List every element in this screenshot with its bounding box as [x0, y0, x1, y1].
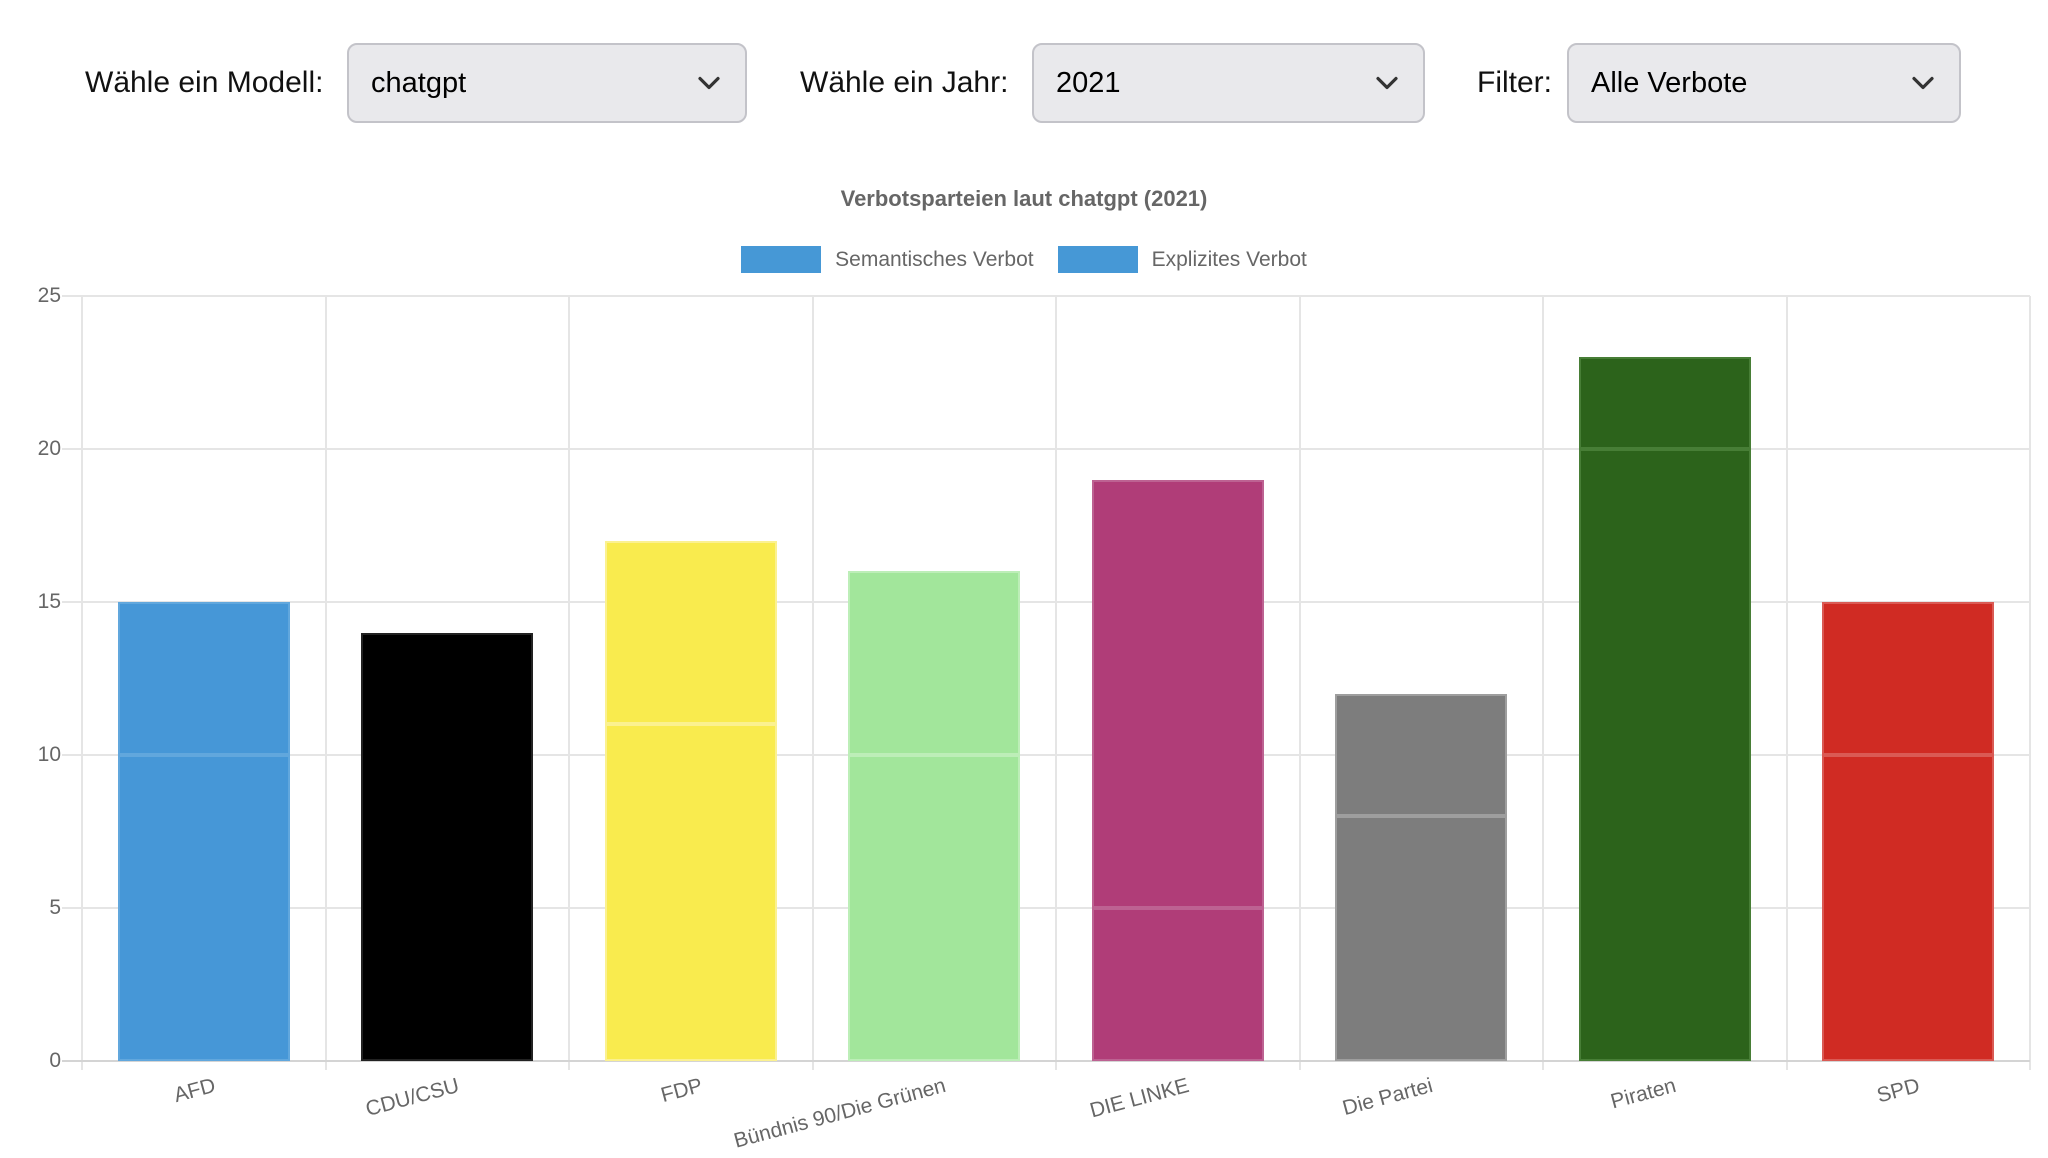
legend-item-explizites-verbot[interactable]: Explizites Verbot — [1057, 246, 1307, 273]
year-select-value: 2021 — [1056, 66, 1121, 99]
bar-piraten-semantisches-verbot[interactable] — [1578, 449, 1751, 1061]
year-select-label: Wähle ein Jahr: — [800, 66, 1009, 99]
bar-spd-semantisches-verbot[interactable] — [1822, 755, 1995, 1061]
legend-label: Semantisches Verbot — [835, 247, 1034, 271]
gridline-vertical — [1785, 296, 1788, 1070]
model-select-label: Wähle ein Modell: — [85, 66, 324, 99]
legend-swatch — [1057, 246, 1138, 273]
y-tick-label: 20 — [37, 437, 61, 460]
legend-label: Explizites Verbot — [1151, 247, 1307, 271]
y-tick-label: 10 — [37, 743, 61, 766]
bar-die-linke-semantisches-verbot[interactable] — [1091, 908, 1264, 1061]
bar-afd-semantisches-verbot[interactable] — [117, 755, 290, 1061]
year-select[interactable]: 2021 — [1032, 43, 1425, 123]
model-select-value: chatgpt — [371, 66, 467, 99]
gridline-vertical — [81, 296, 83, 1070]
filter-select-label: Filter: — [1477, 66, 1552, 99]
x-tick-label: AFD — [171, 1074, 218, 1108]
gridline-vertical — [1542, 296, 1544, 1070]
bar-b-ndnis-90-die-gr-nen-explizites-verbot[interactable] — [848, 571, 1021, 755]
model-select[interactable]: chatgpt — [347, 43, 747, 123]
x-tick-label: FDP — [658, 1074, 705, 1108]
chart-title: Verbotsparteien laut chatgpt (2021) — [840, 186, 1208, 211]
chart-legend: Semantisches Verbot Explizites Verbot — [0, 246, 2048, 273]
bar-fdp-explizites-verbot[interactable] — [604, 540, 777, 725]
y-tick-label: 25 — [37, 284, 61, 307]
x-axis-line — [62, 1060, 2030, 1062]
bar-cdu-csu-semantisches-verbot[interactable] — [361, 632, 534, 1061]
filter-select-value: Alle Verbote — [1591, 66, 1748, 99]
chevron-down-icon — [1912, 76, 1934, 89]
bar-afd-explizites-verbot[interactable] — [117, 602, 290, 755]
x-tick-label: DIE LINKE — [1087, 1074, 1192, 1123]
y-tick-label: 5 — [49, 896, 61, 919]
x-tick-label: Piraten — [1608, 1074, 1679, 1114]
gridline-horizontal — [62, 754, 2030, 756]
legend-swatch — [741, 246, 822, 273]
gridline-horizontal — [62, 295, 2030, 297]
gridline-vertical — [811, 296, 814, 1070]
bar-fdp-semantisches-verbot[interactable] — [604, 724, 777, 1061]
gridline-horizontal — [62, 907, 2030, 909]
gridline-vertical — [568, 296, 570, 1070]
chevron-down-icon — [1376, 76, 1398, 89]
gridline-vertical — [324, 296, 327, 1070]
gridline-horizontal — [62, 448, 2030, 450]
chevron-down-icon — [698, 76, 720, 89]
bar-die-partei-explizites-verbot[interactable] — [1335, 693, 1508, 817]
x-tick-label: Die Partei — [1340, 1074, 1436, 1121]
gridline-vertical — [1298, 296, 1301, 1070]
bar-b-ndnis-90-die-gr-nen-semantisches-verbot[interactable] — [848, 755, 1021, 1061]
gridline-vertical — [1055, 296, 1057, 1070]
legend-item-semantisches-verbot[interactable]: Semantisches Verbot — [741, 246, 1034, 273]
bar-die-linke-explizites-verbot[interactable] — [1091, 479, 1264, 908]
y-tick-label: 0 — [49, 1049, 61, 1072]
filter-select[interactable]: Alle Verbote — [1567, 43, 1961, 123]
x-tick-label: CDU/CSU — [362, 1074, 462, 1121]
x-tick-label: Bündnis 90/Die Grünen — [731, 1074, 949, 1153]
gridline-horizontal — [62, 601, 2030, 603]
gridline-vertical — [2029, 296, 2031, 1070]
x-tick-label: SPD — [1874, 1074, 1923, 1108]
y-tick-label: 15 — [37, 590, 61, 613]
bar-piraten-explizites-verbot[interactable] — [1578, 357, 1751, 449]
bar-spd-explizites-verbot[interactable] — [1822, 602, 1995, 755]
bar-die-partei-semantisches-verbot[interactable] — [1335, 816, 1508, 1061]
